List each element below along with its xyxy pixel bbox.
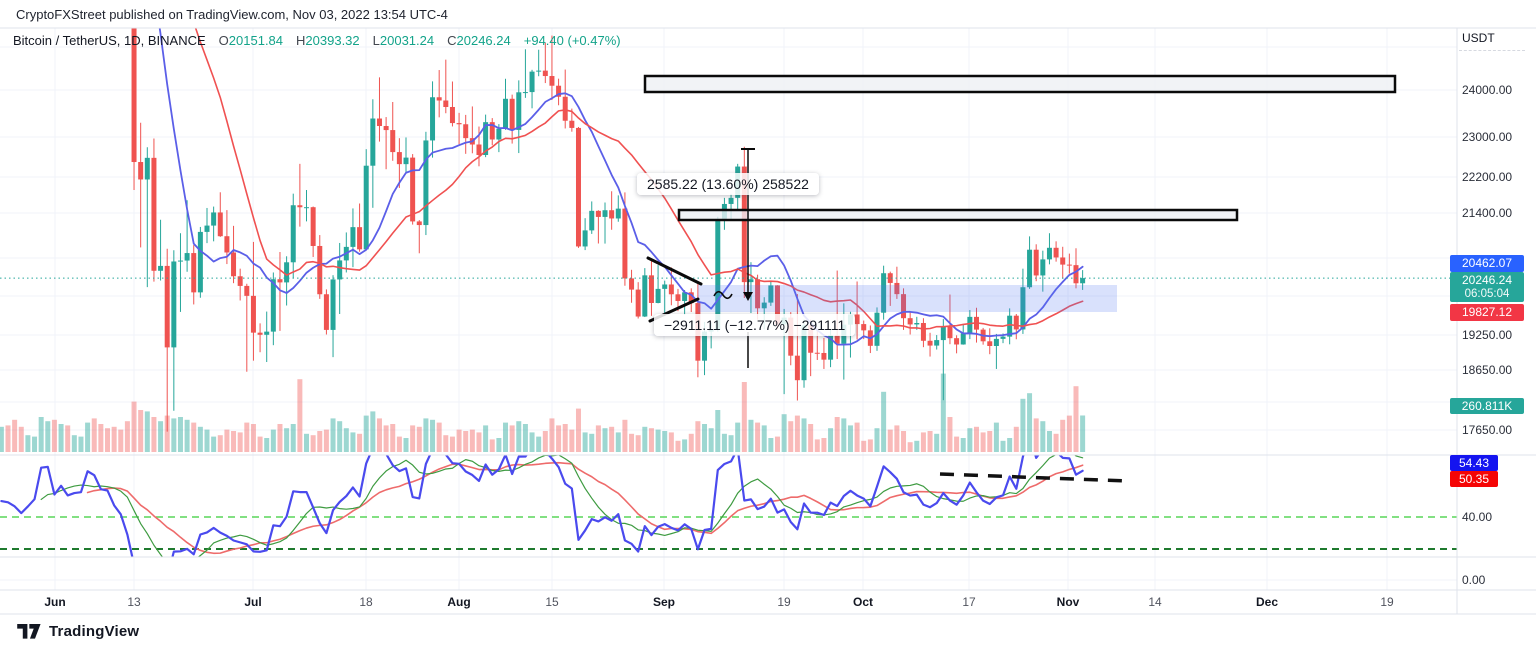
attribution-text: CryptoFXStreet published on TradingView.… [16, 7, 448, 22]
ma-fast-badge: 20462.07 [1450, 255, 1524, 272]
ohlc-close: C20246.24 [447, 33, 511, 48]
time-tick-label: Oct [852, 595, 874, 609]
time-tick-label: 13 [127, 595, 141, 609]
ohlc-open: O20151.84 [218, 33, 284, 48]
time-tick-label: Dec [1255, 595, 1279, 609]
gridlines [0, 28, 1457, 590]
tradingview-logo[interactable]: TradingView [17, 623, 139, 640]
price-tick-label: 19250.00 [1462, 328, 1513, 342]
price-tick-label: 23000.00 [1462, 130, 1513, 144]
price-tick-label: 22200.00 [1462, 170, 1513, 184]
tradingview-logo-text: TradingView [49, 623, 140, 640]
ohlc-high: H20393.32 [296, 33, 360, 48]
price-scale-currency-label[interactable]: USDT [1462, 31, 1495, 45]
time-tick-label: 15 [545, 595, 559, 609]
time-tick-label: 19 [1380, 595, 1394, 609]
chart-legend: Bitcoin / TetherUS, 1D, BINANCE O20151.8… [13, 33, 621, 48]
rsi-ma-badge: 50.35 [1450, 471, 1498, 487]
measure-tooltip-down: −2911.11 (−12.77%) −291111 [654, 314, 856, 336]
rsi-levels [0, 516, 1457, 550]
measure-tooltip-up: 2585.22 (13.60%) 258522 [637, 173, 819, 195]
price-tick-label: 24000.00 [1462, 83, 1513, 97]
symbol-title[interactable]: Bitcoin / TetherUS, 1D, BINANCE [13, 33, 206, 48]
rsi-pane [0, 455, 1084, 557]
tradingview-logo-icon [17, 624, 41, 639]
time-tick-label: Jun [44, 595, 66, 609]
time-tick-label: Sep [652, 595, 676, 609]
pane-borders [0, 27, 1536, 615]
rsi-dashed-trendline[interactable] [939, 472, 1129, 483]
rsi-badge: 54.43 [1450, 455, 1498, 471]
time-tick-label: 19 [777, 595, 791, 609]
price-tick-label: 21400.00 [1462, 206, 1513, 220]
price-scale-underline [1459, 50, 1525, 51]
price-tick-label: 0.00 [1462, 573, 1486, 587]
volume-badge: 260.811K [1450, 398, 1524, 414]
time-tick-label: 17 [962, 595, 976, 609]
price-tick-label: 40.00 [1462, 510, 1493, 524]
volume-series [0, 373, 1086, 452]
last-price-badge: 20246.24 06:05:04 [1450, 272, 1524, 302]
time-tick-label: 14 [1148, 595, 1162, 609]
time-tick-label: Jul [244, 595, 262, 609]
moving-averages [158, 28, 1084, 346]
price-tick-label: 18650.00 [1462, 363, 1513, 377]
price-change: +94.40 (+0.47%) [523, 33, 621, 48]
price-tick-label: 17650.00 [1462, 423, 1513, 437]
drawing-zones[interactable] [643, 74, 1397, 312]
time-tick-label: 18 [359, 595, 373, 609]
time-tick-label: Aug [447, 595, 471, 609]
ohlc-low: L20031.24 [372, 33, 435, 48]
time-tick-label: Nov [1056, 595, 1080, 609]
ma-slow-badge: 19827.12 [1450, 304, 1524, 321]
